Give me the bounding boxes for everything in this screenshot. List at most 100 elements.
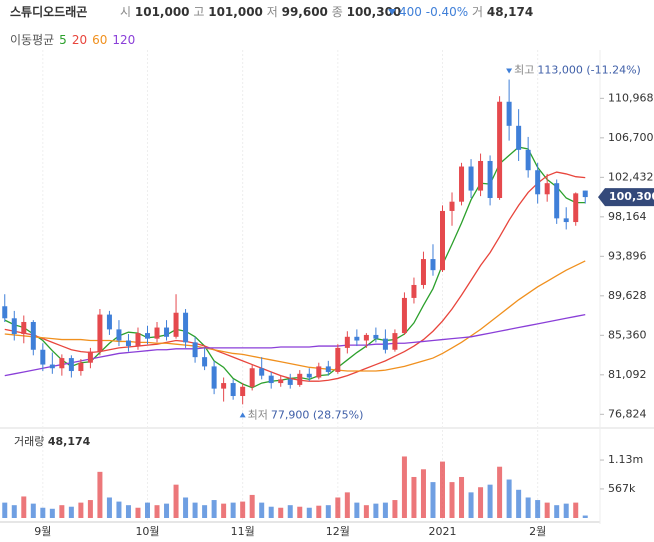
y-tick-label: 102,432 [608, 170, 654, 183]
volume-bar [230, 502, 236, 518]
candle-body [516, 125, 522, 150]
candle-body [106, 314, 112, 330]
volume-bar [411, 476, 417, 518]
volume-bar [2, 502, 8, 518]
volume-bar [582, 515, 588, 518]
max-arrow [506, 68, 513, 74]
candle-body [249, 368, 255, 387]
volume-bar [11, 505, 17, 518]
volume-bar [449, 482, 455, 518]
candle-body [554, 183, 560, 219]
volume-bar [183, 497, 189, 518]
volume-bar [154, 505, 160, 518]
candle-body [354, 336, 360, 341]
candle-body [97, 314, 103, 352]
candle-body [459, 166, 465, 202]
x-tick-label: 9월 [34, 525, 51, 538]
candle-body [164, 327, 170, 337]
volume-bar [573, 502, 579, 518]
volume-title: 거래량 48,174 [14, 435, 91, 448]
last-price-label: 100,300 [609, 190, 654, 203]
min-label: 최저 [248, 408, 268, 421]
max-text: 113,000 (-11.24%) [537, 64, 640, 77]
candle-body [211, 366, 217, 389]
max-label: 최고 [514, 64, 534, 77]
x-tick-label: 10월 [135, 525, 159, 538]
candle-body [87, 351, 93, 363]
volume-bar [401, 456, 407, 518]
y-tick-label: 93,896 [608, 249, 647, 262]
candle-body [306, 373, 312, 378]
candle-body [335, 347, 341, 372]
volume-bar [392, 500, 398, 518]
candle-body [230, 383, 236, 397]
y-tick-label: 110,968 [608, 91, 654, 104]
candle-body [582, 190, 588, 198]
volume-bar [240, 501, 246, 518]
candle-body [11, 318, 17, 335]
candle-body [316, 366, 322, 378]
change: 400 -0.40% 거 48,174 [399, 5, 533, 19]
volume-bar [478, 487, 484, 518]
y-tick-label: 89,628 [608, 289, 647, 302]
volume-bar [497, 466, 503, 518]
candle-body [497, 101, 503, 198]
candle-body [373, 334, 379, 339]
volume-bar [192, 502, 198, 518]
candle-body [430, 259, 436, 271]
volume-bar [173, 484, 179, 518]
candle-body [202, 357, 208, 367]
candle-body [573, 193, 579, 223]
candle-body [449, 201, 455, 211]
candle-body [59, 358, 65, 369]
volume-bar [164, 503, 170, 518]
candle-body [49, 364, 55, 369]
candle-body [468, 166, 474, 191]
x-tick-label: 2월 [529, 525, 546, 538]
volume-bar [382, 502, 388, 518]
volume-bar [135, 507, 141, 518]
candle-body [544, 183, 550, 195]
volume-bar [468, 492, 474, 518]
volume-bar [563, 503, 569, 518]
volume-bar [487, 484, 493, 518]
candle-body [240, 386, 246, 397]
candle-body [125, 340, 131, 347]
volume-bar [278, 507, 284, 518]
volume-bar [344, 492, 350, 518]
candle-body [287, 379, 293, 385]
volume-bar [221, 503, 227, 518]
candle-body [221, 383, 227, 389]
candle-body [173, 312, 179, 337]
volume-bar [459, 476, 465, 518]
candle-body [183, 312, 189, 343]
legend-entry: 5 [59, 33, 67, 47]
volume-bar [202, 505, 208, 518]
volume-bar [78, 502, 84, 518]
volume-bar [516, 489, 522, 518]
min-arrow [239, 412, 246, 418]
candle-body [135, 333, 141, 347]
volume-bar [106, 497, 112, 518]
volume-bar [30, 503, 36, 518]
y-tick-label: 106,700 [608, 131, 654, 144]
candle-body [68, 358, 74, 372]
y-tick-label: 76,824 [608, 407, 647, 420]
candle-body [487, 160, 493, 198]
volume-bar [440, 461, 445, 518]
candle-body [297, 373, 303, 385]
candle-body [325, 366, 331, 372]
volume-tick-label: 1.13m [608, 453, 643, 466]
volume-bar [354, 502, 360, 518]
candle-body [420, 259, 426, 285]
candle-body [116, 329, 122, 341]
candle-body [259, 368, 265, 376]
volume-bar [97, 471, 103, 518]
volume-bar [268, 506, 274, 518]
legend: 이동평균 5 20 60 120 [10, 33, 135, 47]
volume-bar [325, 505, 331, 518]
volume-bar [116, 501, 122, 518]
candle-body [363, 334, 369, 341]
ma-line [4, 313, 586, 377]
candle-body [30, 321, 36, 350]
